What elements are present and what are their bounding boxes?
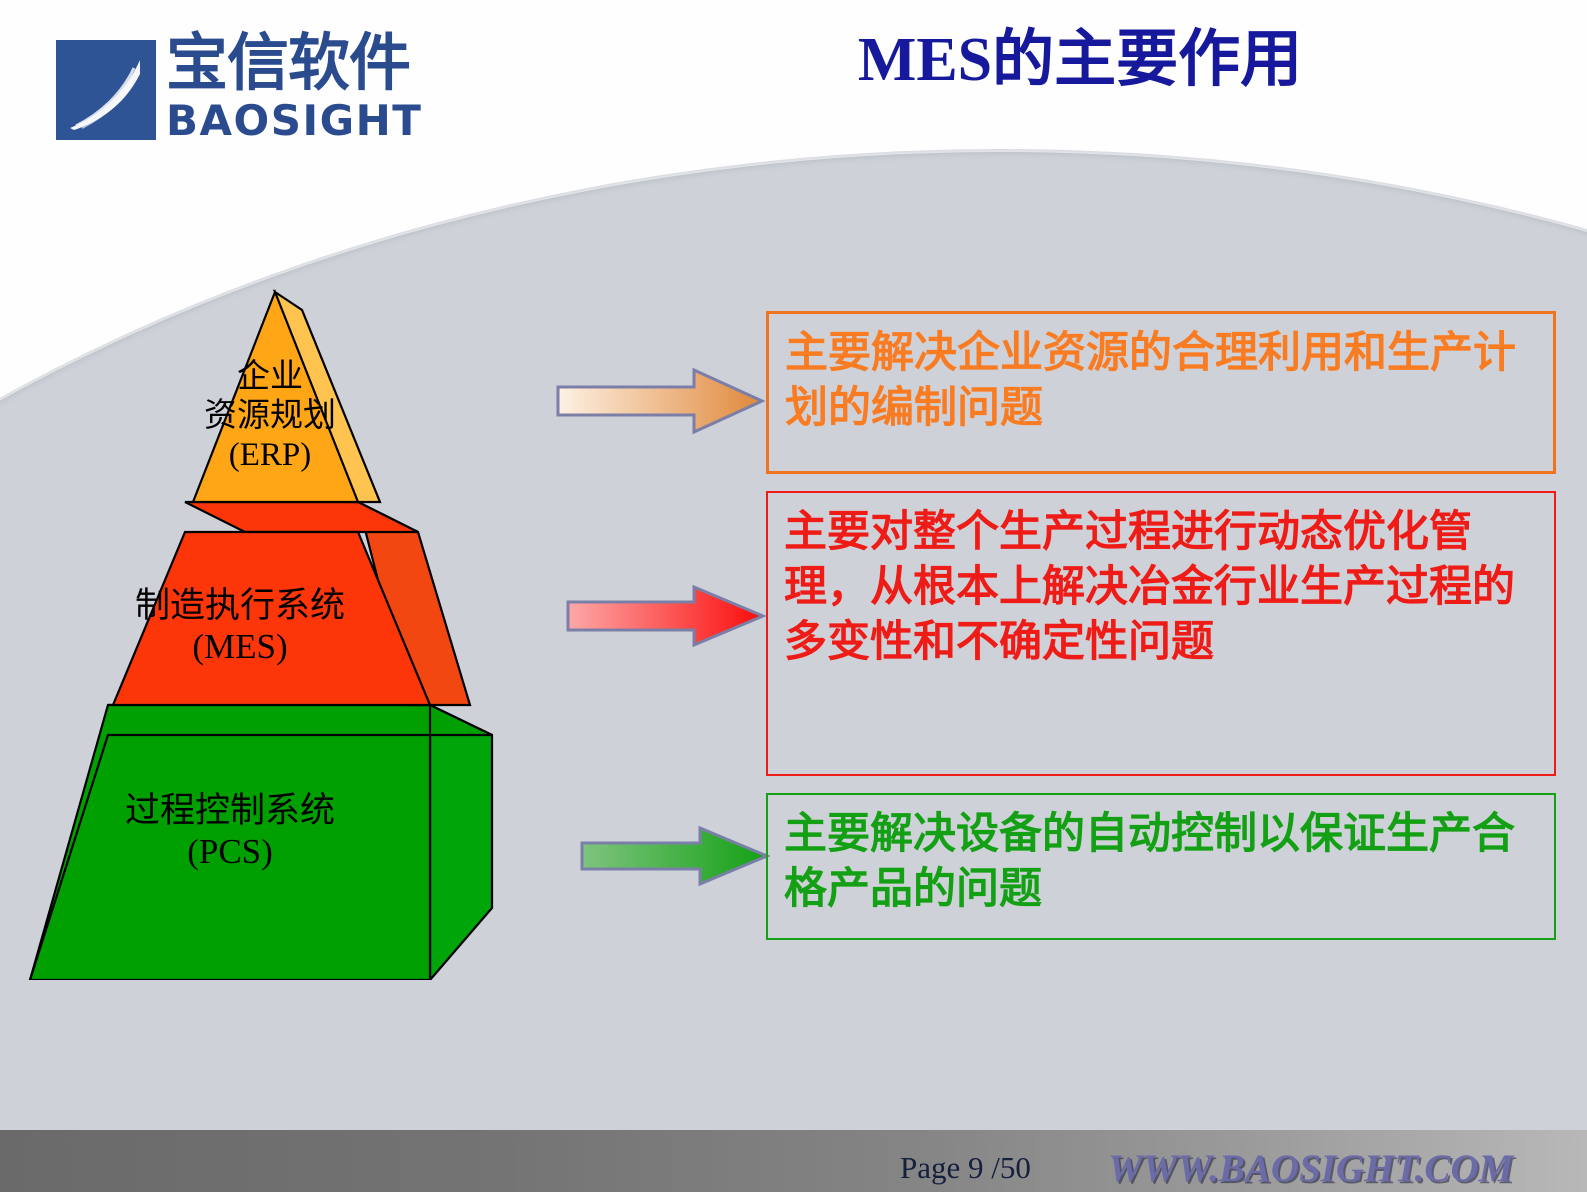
description-box-erp: 主要解决企业资源的合理利用和生产计划的编制问题 <box>766 311 1556 474</box>
description-box-pcs: 主要解决设备的自动控制以保证生产合格产品的问题 <box>766 793 1556 940</box>
three-layer-pyramid-diagram: 企业 资源规划 (ERP) 制造执行系统 (MES) 过程控制系统 (PCS) <box>0 280 600 980</box>
pyramid-level-mes-front <box>111 530 432 707</box>
logo-english-name: BAOSIGHT <box>166 96 423 145</box>
baosight-swoosh-mark <box>56 40 156 140</box>
company-logo: 宝信软件 BAOSIGHT <box>52 26 452 146</box>
pyramid-level-erp-front <box>191 288 360 504</box>
pyramid-level-pcs-front-body <box>28 733 432 980</box>
description-text-mes: 主要对整个生产过程进行动态优化管理，从根本上解决冶金行业生产过程的多变性和不确定… <box>784 507 1515 668</box>
page-title: MES的主要作用 <box>857 26 1303 94</box>
description-text-pcs: 主要解决设备的自动控制以保证生产合格产品的问题 <box>784 809 1515 915</box>
footer-bar <box>0 1130 1587 1192</box>
arrow-to-pcs-description <box>580 825 771 887</box>
description-text-erp: 主要解决企业资源的合理利用和生产计划的编制问题 <box>785 328 1516 434</box>
pyramid-level-pcs-side <box>428 703 494 980</box>
arrow-to-mes-description <box>566 584 767 648</box>
page-number: Page 9 /50 <box>900 1150 1031 1185</box>
description-box-mes: 主要对整个生产过程进行动态优化管理，从根本上解决冶金行业生产过程的多变性和不确定… <box>766 491 1556 776</box>
arrow-to-erp-description <box>556 367 766 435</box>
pyramid-level-mes-top <box>184 500 419 534</box>
footer-website-url: WWW.BAOSIGHT.COM <box>1108 1147 1514 1190</box>
logo-chinese-name: 宝信软件 <box>166 26 411 99</box>
